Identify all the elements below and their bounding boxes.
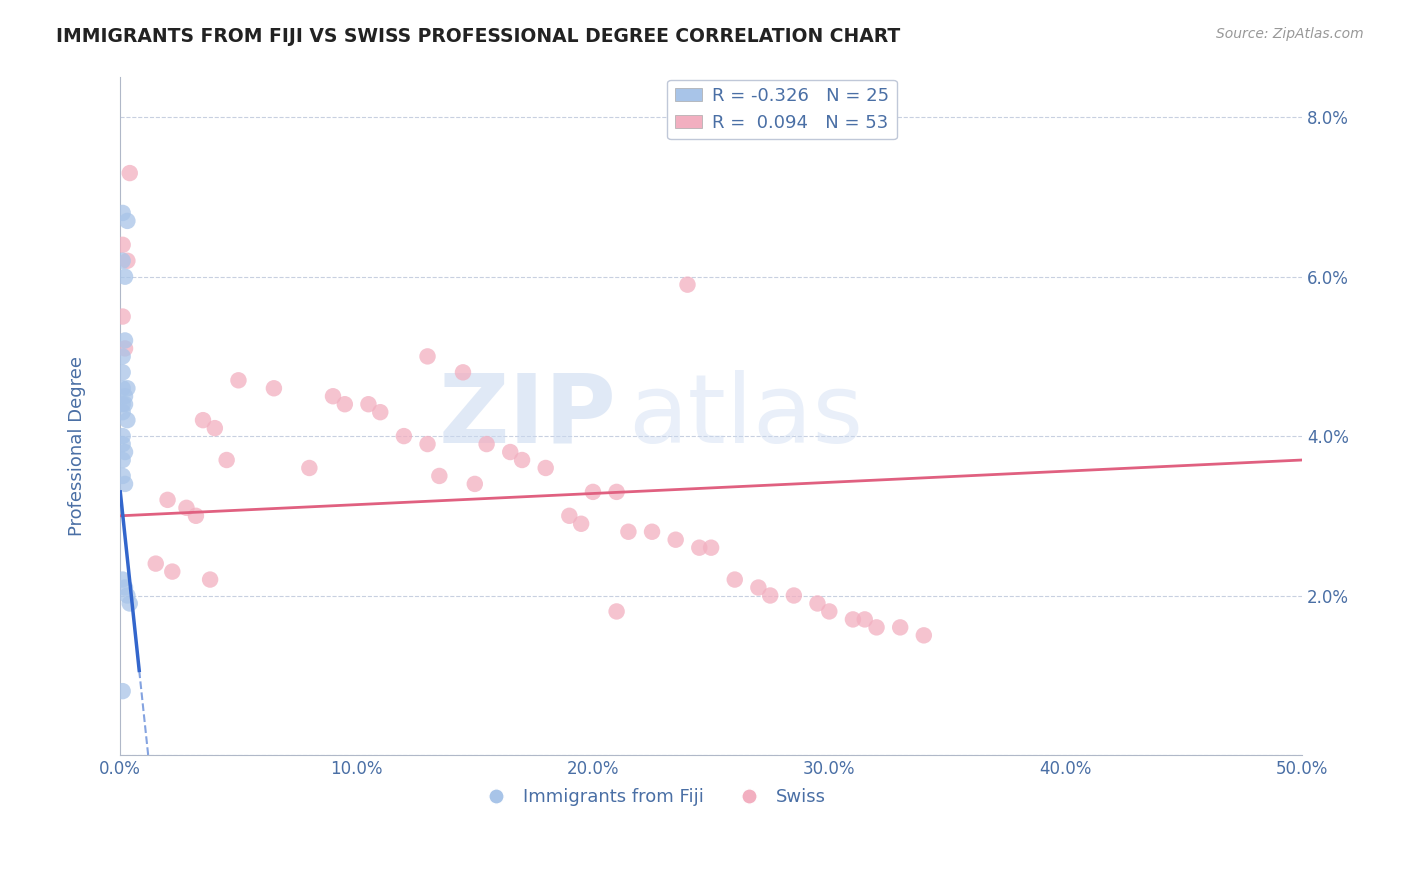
Point bbox=[569, 516, 592, 531]
Point bbox=[114, 389, 136, 403]
Point bbox=[111, 453, 134, 467]
Point bbox=[215, 453, 238, 467]
Point bbox=[416, 350, 439, 364]
Point bbox=[357, 397, 380, 411]
Point bbox=[322, 389, 344, 403]
Text: atlas: atlas bbox=[628, 369, 863, 463]
Point bbox=[842, 612, 865, 626]
Point bbox=[617, 524, 640, 539]
Point bbox=[111, 381, 134, 395]
Point bbox=[117, 413, 139, 427]
Point bbox=[464, 477, 486, 491]
Point bbox=[912, 628, 935, 642]
Point bbox=[176, 500, 198, 515]
Point bbox=[606, 604, 628, 618]
Point bbox=[162, 565, 184, 579]
Point bbox=[558, 508, 581, 523]
Point bbox=[475, 437, 498, 451]
Point bbox=[117, 253, 139, 268]
Point bbox=[117, 214, 139, 228]
Point bbox=[114, 269, 136, 284]
Point bbox=[368, 405, 391, 419]
Point bbox=[724, 573, 747, 587]
Point bbox=[865, 620, 887, 634]
Point bbox=[853, 612, 876, 626]
Point bbox=[700, 541, 723, 555]
Point bbox=[111, 253, 134, 268]
Point bbox=[117, 381, 139, 395]
Point bbox=[641, 524, 664, 539]
Point bbox=[111, 397, 134, 411]
Point bbox=[333, 397, 356, 411]
Point bbox=[184, 508, 207, 523]
Point bbox=[111, 684, 134, 698]
Point bbox=[145, 557, 167, 571]
Point bbox=[889, 620, 911, 634]
Point bbox=[688, 541, 710, 555]
Point bbox=[118, 597, 141, 611]
Point bbox=[499, 445, 522, 459]
Text: IMMIGRANTS FROM FIJI VS SWISS PROFESSIONAL DEGREE CORRELATION CHART: IMMIGRANTS FROM FIJI VS SWISS PROFESSION… bbox=[56, 27, 900, 45]
Point bbox=[606, 484, 628, 499]
Point bbox=[198, 573, 221, 587]
Point bbox=[783, 589, 806, 603]
Text: Professional Degree: Professional Degree bbox=[69, 356, 86, 536]
Text: Source: ZipAtlas.com: Source: ZipAtlas.com bbox=[1216, 27, 1364, 41]
Point bbox=[204, 421, 226, 435]
Point bbox=[111, 429, 134, 443]
Point bbox=[451, 365, 474, 379]
Point bbox=[510, 453, 533, 467]
Point bbox=[111, 237, 134, 252]
Point bbox=[114, 334, 136, 348]
Point bbox=[534, 461, 557, 475]
Legend: Immigrants from Fiji, Swiss: Immigrants from Fiji, Swiss bbox=[471, 781, 834, 814]
Point bbox=[806, 597, 828, 611]
Point bbox=[111, 405, 134, 419]
Point bbox=[114, 397, 136, 411]
Point bbox=[117, 589, 139, 603]
Point bbox=[759, 589, 782, 603]
Point bbox=[263, 381, 285, 395]
Point bbox=[228, 373, 250, 387]
Point bbox=[114, 581, 136, 595]
Point bbox=[111, 365, 134, 379]
Point bbox=[427, 469, 450, 483]
Text: ZIP: ZIP bbox=[439, 369, 617, 463]
Point bbox=[111, 469, 134, 483]
Point bbox=[298, 461, 321, 475]
Point bbox=[747, 581, 769, 595]
Point bbox=[111, 206, 134, 220]
Point bbox=[416, 437, 439, 451]
Point bbox=[111, 437, 134, 451]
Point bbox=[114, 342, 136, 356]
Point bbox=[114, 445, 136, 459]
Point bbox=[111, 573, 134, 587]
Point bbox=[111, 310, 134, 324]
Point bbox=[118, 166, 141, 180]
Point bbox=[665, 533, 688, 547]
Point bbox=[191, 413, 214, 427]
Point bbox=[392, 429, 415, 443]
Point bbox=[156, 492, 179, 507]
Point bbox=[114, 477, 136, 491]
Point bbox=[111, 350, 134, 364]
Point bbox=[582, 484, 605, 499]
Point bbox=[818, 604, 841, 618]
Point bbox=[676, 277, 699, 292]
